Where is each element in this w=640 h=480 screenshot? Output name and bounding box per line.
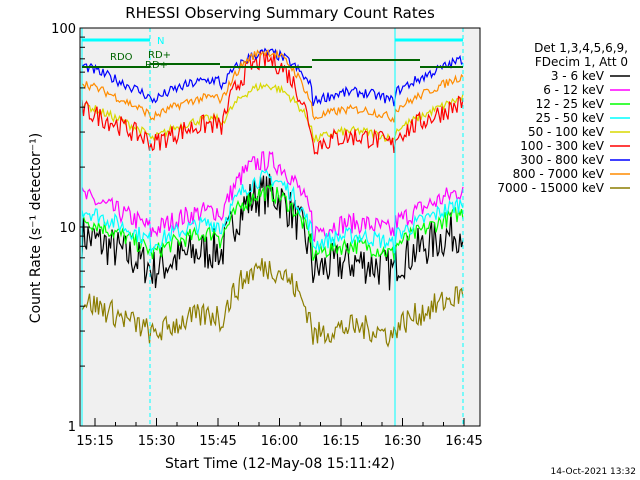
x-tick-label: 16:15 xyxy=(322,434,359,449)
y-axis-label: Count Rate (s⁻¹ detector⁻¹) xyxy=(28,133,44,323)
series-line-0 xyxy=(81,173,464,291)
legend-entry-label: 100 - 300 keV xyxy=(520,139,604,153)
x-tick-label: 16:45 xyxy=(445,434,482,449)
annotation-rdo: RDO xyxy=(110,52,133,63)
series-line-1 xyxy=(81,150,464,243)
x-tick-label: 15:45 xyxy=(199,434,236,449)
x-tick-label: 15:30 xyxy=(138,434,175,449)
marker-layer xyxy=(81,28,464,426)
legend-entry-label: 3 - 6 keV xyxy=(551,69,605,83)
series-line-6 xyxy=(81,47,464,107)
x-axis-label: Start Time (12-May-08 15:11:42) xyxy=(165,456,395,472)
plot-area xyxy=(80,28,480,426)
render-timestamp: 14-Oct-2021 13:32 xyxy=(551,467,636,477)
legend-entry-label: 300 - 800 keV xyxy=(520,153,604,167)
x-tick-label: 16:00 xyxy=(261,434,298,449)
x-axis-ticks: 15:15 15:30 15:45 16:00 16:15 16:30 16:45 xyxy=(76,418,483,449)
legend-header-line-1: Det 1,3,4,5,6,9, xyxy=(534,41,628,55)
annotation-n: N xyxy=(157,36,164,47)
y-tick-label: 1 xyxy=(68,420,76,435)
legend-entry-label: 800 - 7000 keV xyxy=(513,167,605,181)
x-tick-label: 15:15 xyxy=(76,434,113,449)
series-line-2 xyxy=(81,183,464,261)
y-axis-ticks: 1 10 100 xyxy=(51,22,90,435)
legend-entry-label: 7000 - 15000 keV xyxy=(497,181,604,195)
annotation-rd-plus-2: RD+ xyxy=(145,60,168,71)
chart-title: RHESSI Observing Summary Count Rates xyxy=(125,4,435,22)
legend-header-line-2: FDecim 1, Att 0 xyxy=(535,55,628,69)
legend: Det 1,3,4,5,6,9, FDecim 1, Att 0 3 - 6 k… xyxy=(497,41,630,195)
series-line-8 xyxy=(81,258,464,348)
legend-entry-label: 12 - 25 keV xyxy=(536,97,605,111)
y-tick-label: 100 xyxy=(51,22,76,37)
legend-entry-label: 6 - 12 keV xyxy=(543,83,605,97)
annotation-layer: N RDO RD+ RD+ xyxy=(110,36,171,71)
series-line-3 xyxy=(81,169,464,254)
y-tick-label: 10 xyxy=(59,221,76,236)
series-line-4 xyxy=(81,81,464,144)
series-line-7 xyxy=(81,48,464,123)
legend-entry-label: 25 - 50 keV xyxy=(536,111,605,125)
legend-entry-label: 50 - 100 keV xyxy=(528,125,605,139)
annotation-rd-plus-1: RD+ xyxy=(148,50,171,61)
x-tick-label: 16:30 xyxy=(384,434,421,449)
